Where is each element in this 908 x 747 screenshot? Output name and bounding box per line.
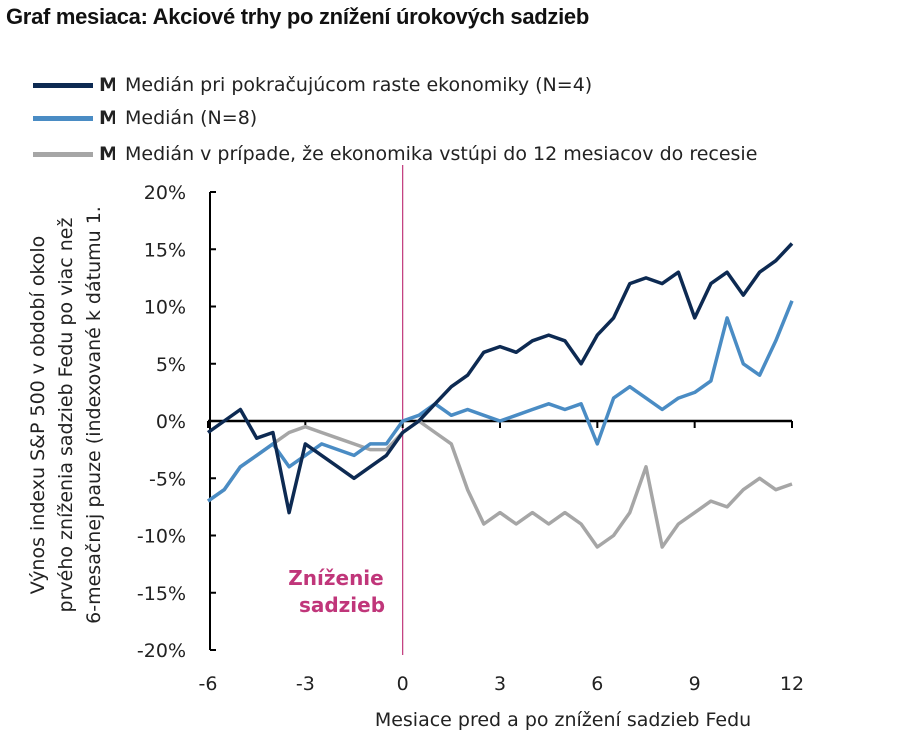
legend-label: Medián pri pokračujúcom raste ekonomiky … [125,74,593,96]
series-line-2 [206,419,793,549]
y-tick-label: 10% [144,297,186,319]
legend-clipped-text: Medián [99,74,115,96]
legend-item-recession: Medián Medián v prípade, že ekonomika vs… [33,141,757,167]
legend-swatch [33,115,93,121]
x-tick-label: 3 [494,673,506,695]
y-axis-label: Výnos indexu S&P 500 v období okolo prvé… [27,206,105,624]
annotation-line: sadzieb [299,593,385,617]
legend-item-all: Medián Medián (N=8) [33,105,257,131]
x-tick-label: 0 [397,673,409,695]
y-tick-label: 5% [156,354,186,376]
legend-label: Medián v prípade, že ekonomika vstúpi do… [125,143,758,165]
y-tick-label: -5% [149,468,186,490]
y-tick-label: -10% [137,526,186,548]
y-axis-label-line: prvého zníženia sadzieb Fedu po viac než [55,218,77,613]
legend-swatch [33,82,93,88]
x-tick-label: -6 [199,673,218,695]
series-line-0 [206,242,794,515]
y-axis-label-line: Výnos indexu S&P 500 v období okolo [27,236,49,595]
y-axis-label-line: 6-mesačnej pauze (indexované k dátumu 1. [83,206,105,624]
x-axis-label: Mesiace pred a po znížení sadzieb Fedu [375,709,751,731]
series-line-1 [206,300,794,503]
chart-title: Graf mesiaca: Akciové trhy po znížení úr… [6,4,589,29]
legend-item-growth: Medián Medián pri pokračujúcom raste eko… [33,72,592,98]
x-tick-label: 12 [780,673,804,695]
legend-clipped-text: Medián [99,143,115,165]
x-tick-label: -3 [296,673,315,695]
x-tick-label: 9 [689,673,701,695]
annotation-line: Zníženie [288,566,383,590]
y-tick-label: -20% [137,640,186,662]
y-tick-label: 15% [144,239,186,261]
legend-label: Medián (N=8) [125,107,258,129]
x-tick-label: 6 [591,673,603,695]
y-tick-label: 20% [144,182,186,204]
y-tick-label: 0% [156,411,186,433]
y-tick-label: -15% [137,583,186,605]
legend-swatch [33,151,93,157]
legend-clipped-text: Medián [99,107,115,129]
